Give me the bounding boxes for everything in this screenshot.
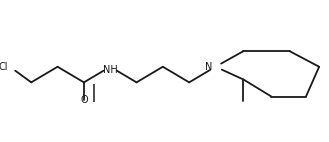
Text: O: O bbox=[80, 95, 88, 105]
Text: N: N bbox=[206, 62, 213, 72]
Text: NH: NH bbox=[103, 65, 117, 75]
Text: Cl: Cl bbox=[0, 62, 8, 72]
